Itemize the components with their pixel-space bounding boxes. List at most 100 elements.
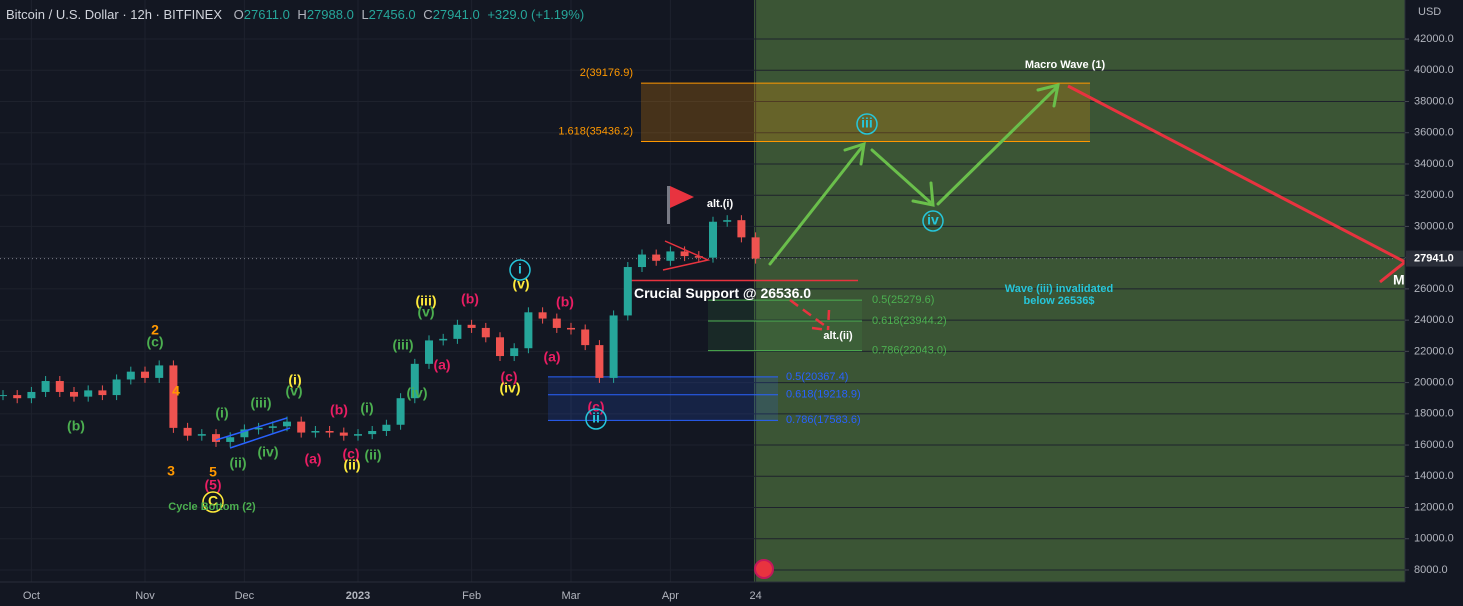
x-tick-label: 24 <box>749 590 761 602</box>
candles <box>0 215 760 447</box>
candle <box>609 315 618 378</box>
candle <box>155 365 164 378</box>
candle <box>510 348 519 357</box>
annotations: 2(39176.9) 1.618(35436.2) 0.5(25279.6) 0.61… <box>67 59 1434 513</box>
x-tick-label: Feb <box>462 590 481 602</box>
note: below 26536$ <box>1024 295 1095 307</box>
arrow-head <box>843 141 866 166</box>
candle <box>737 220 746 238</box>
wave-label: ii <box>592 410 600 426</box>
wave-label: (v) <box>417 304 434 320</box>
wave-label: 5 <box>209 464 217 480</box>
wave-circle <box>509 259 531 281</box>
y-tick-label: 26000.0 <box>1414 283 1454 295</box>
wave-label: 4 <box>172 383 180 399</box>
x-tick-label: Apr <box>662 590 679 602</box>
candle <box>467 324 476 328</box>
wave-label: (a) <box>304 451 321 467</box>
candle <box>652 254 661 261</box>
last-price-tag <box>1406 250 1463 267</box>
y-tick-label: 22000.0 <box>1414 345 1454 357</box>
fib-label: 1.618(35436.2) <box>558 125 633 137</box>
axes: 8000.0 10000.0 12000.0 14000.0 16000.0 18000.… <box>23 33 1463 602</box>
wave-label: (a) <box>433 357 450 373</box>
ohlc-key: L <box>361 7 368 22</box>
arrow-head <box>1036 82 1060 108</box>
wave-circle <box>922 210 944 232</box>
candle <box>496 337 504 357</box>
ohlc-key: H <box>297 7 306 22</box>
x-tick-label: 2023 <box>346 590 370 602</box>
projection-zone <box>754 0 1405 582</box>
wave-label: Cycle Bottom (2) <box>168 501 256 513</box>
arrow <box>1067 84 1406 264</box>
arrow <box>870 148 932 204</box>
currency-label: USD <box>1418 6 1441 18</box>
candle <box>382 424 391 431</box>
y-tick-label: 40000.0 <box>1414 64 1454 76</box>
candle <box>354 434 362 436</box>
time-axis <box>0 582 1463 606</box>
wave-label: (ii) <box>343 457 360 473</box>
fib-band <box>641 83 1090 142</box>
fib-band <box>548 376 778 421</box>
wave-label: alt.(i) <box>707 198 734 210</box>
y-tick-label: 42000.0 <box>1414 33 1454 45</box>
candle <box>410 363 419 399</box>
wave-label: (a) <box>543 349 560 365</box>
y-tick-label: 30000.0 <box>1414 220 1454 232</box>
candle <box>98 390 107 396</box>
wave-label: (c) <box>342 446 359 462</box>
wave-label: iv <box>927 212 939 228</box>
last-price-label: 27941.0 <box>1414 252 1454 264</box>
y-tick-label: 14000.0 <box>1414 470 1454 482</box>
x-tick-label: Oct <box>23 590 40 602</box>
flag-icon <box>667 186 694 224</box>
candle <box>297 421 306 433</box>
candle <box>27 391 36 399</box>
candle <box>581 329 590 346</box>
candle <box>254 427 263 430</box>
candle <box>325 430 334 433</box>
candle <box>112 379 121 396</box>
fib-label: 0.786(22043.0) <box>872 345 947 357</box>
wave-label: (ii) <box>364 447 381 463</box>
channel-line <box>229 427 291 449</box>
support-label: Crucial Support @ 26536.0 <box>634 285 811 301</box>
y-tick-label: 10000.0 <box>1414 533 1454 545</box>
wave-label: (b) <box>461 291 479 307</box>
candle <box>396 398 405 425</box>
candle <box>13 395 22 399</box>
fib-label: 0.786(17583.6) <box>786 414 861 426</box>
candle <box>666 251 675 261</box>
fib-label: 2(39176.9) <box>580 67 633 79</box>
arrow <box>1379 260 1406 284</box>
candle <box>70 391 78 397</box>
wave-label: (i) <box>288 372 301 388</box>
candle <box>751 237 760 259</box>
candle <box>368 430 377 435</box>
arrow <box>826 309 831 331</box>
candle <box>538 312 547 319</box>
wave-label: (ii) <box>229 455 246 471</box>
candle <box>425 340 433 364</box>
wave-label: (iii) <box>393 337 414 353</box>
candle <box>41 381 50 392</box>
wave-label: (b) <box>330 402 348 418</box>
y-tick-label: 18000.0 <box>1414 408 1454 420</box>
wave-label: iii <box>861 115 873 131</box>
candle <box>311 430 320 433</box>
y-tick-label: 16000.0 <box>1414 439 1454 451</box>
candle <box>84 390 93 397</box>
candle <box>524 312 533 349</box>
fib-label: 0.5(20367.4) <box>786 371 848 383</box>
grid <box>0 0 1405 582</box>
y-tick-label: 8000.0 <box>1414 564 1448 576</box>
candle <box>0 395 7 397</box>
candle <box>226 437 235 442</box>
wave-circle <box>585 408 607 430</box>
candle <box>694 256 703 258</box>
candle <box>141 371 149 378</box>
candle <box>197 434 206 436</box>
